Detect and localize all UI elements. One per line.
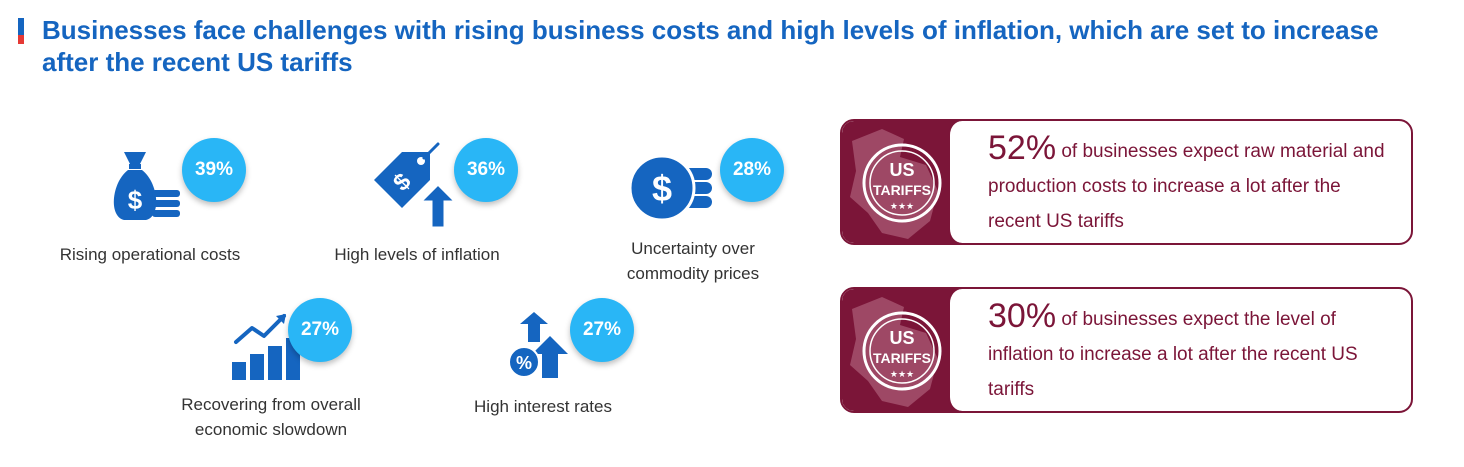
stat-high-interest-rates: % 27% High interest rates — [450, 298, 650, 438]
callout-card-inflation-level: US TARIFFS ★★★ 30% of businesses expect … — [840, 287, 1413, 413]
callout-percent: 30% — [988, 297, 1057, 335]
stat-percent-badge: 27% — [288, 298, 352, 362]
stat-label: Uncertainty over commodity prices — [626, 239, 760, 283]
callout-card-raw-material-costs: US TARIFFS ★★★ 52% of businesses expect … — [840, 119, 1413, 245]
stamp-stars: ★★★ — [890, 202, 914, 212]
dollar-coin-stack-icon: $ — [630, 154, 712, 222]
stat-label: High interest rates — [474, 397, 612, 416]
stat-label: High levels of inflation — [334, 245, 500, 264]
stat-percent-badge: 28% — [720, 138, 784, 202]
title-accent-bar — [18, 18, 24, 44]
stamp-line1: US — [889, 328, 914, 348]
svg-text:$: $ — [652, 168, 672, 209]
stat-percent-badge: 36% — [454, 138, 518, 202]
stamp-stars: ★★★ — [890, 370, 914, 380]
callout-description: of businesses expect raw material and pr… — [988, 141, 1385, 232]
stat-rising-operational-costs: $ 39% Rising operational costs — [30, 130, 270, 270]
stat-label: Rising operational costs — [59, 245, 241, 264]
stamp-line2: TARIFFS — [873, 182, 931, 198]
page-title: Businesses face challenges with rising b… — [42, 15, 1379, 77]
us-tariffs-stamp-graphic: US TARIFFS ★★★ — [850, 297, 942, 407]
stat-high-inflation: $ 36% High levels of inflation — [310, 130, 540, 270]
growth-bar-chart-icon — [232, 314, 300, 380]
callout-text: 30% of businesses expect the level of in… — [988, 299, 1398, 407]
stat-commodity-uncertainty: $ 28% Uncertainty over commodity prices — [600, 130, 800, 290]
callout-text: 52% of businesses expect raw material an… — [988, 131, 1398, 239]
callout-percent: 52% — [988, 129, 1057, 167]
percent-arrows-up-icon: % — [508, 312, 568, 378]
stat-percent-badge: 27% — [570, 298, 634, 362]
us-tariffs-stamp: US TARIFFS ★★★ — [842, 121, 962, 243]
callout-description: of businesses expect the level of inflat… — [988, 309, 1358, 400]
price-tag-arrow-up-icon: $ — [374, 142, 460, 230]
stat-label: Recovering from overall economic slowdow… — [181, 395, 361, 439]
svg-text:$: $ — [128, 185, 143, 215]
us-tariffs-stamp: US TARIFFS ★★★ — [842, 289, 962, 411]
us-tariffs-stamp-graphic: US TARIFFS ★★★ — [850, 129, 942, 239]
stamp-line1: US — [889, 160, 914, 180]
stamp-line2: TARIFFS — [873, 350, 931, 366]
stat-economic-slowdown: 27% Recovering from overall economic slo… — [160, 298, 400, 448]
stat-percent-badge: 39% — [182, 138, 246, 202]
money-bag-coins-icon: $ — [113, 152, 180, 220]
svg-text:%: % — [516, 353, 532, 373]
